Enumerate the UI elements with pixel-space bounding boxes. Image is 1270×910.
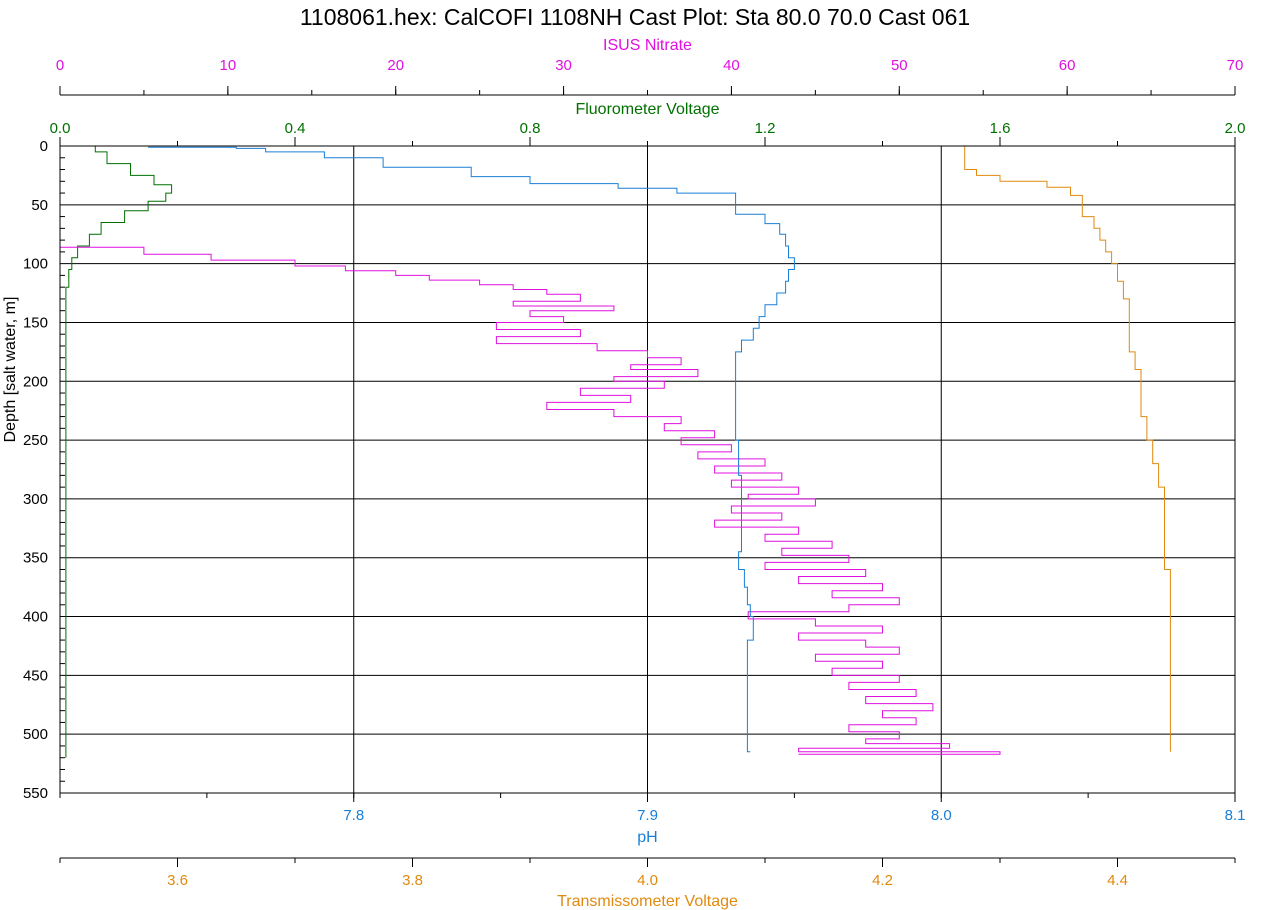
chart-title: 1108061.hex: CalCOFI 1108NH Cast Plot: S…: [300, 4, 970, 30]
nitrate-tick-label: 30: [555, 57, 572, 74]
ph-tick-label: 7.8: [343, 807, 364, 824]
nitrate-tick-label: 20: [387, 57, 404, 74]
nitrate-tick-label: 0: [56, 57, 64, 74]
fluor-tick-label: 0.8: [520, 120, 541, 137]
depth-tick-label: 350: [23, 550, 48, 567]
ph-axis-label: pH: [637, 829, 657, 846]
series-line-fluor: [65, 146, 173, 758]
depth-tick-label: 250: [23, 432, 48, 449]
fluor-tick-label: 1.2: [755, 120, 776, 137]
grid-lines: [59, 145, 1236, 794]
nitrate-tick-label: 10: [220, 57, 237, 74]
trans-tick-label: 4.0: [637, 872, 658, 889]
depth-tick-label: 550: [23, 785, 48, 802]
trans-tick-label: 4.4: [1107, 872, 1128, 889]
series-line-nitrate: [59, 240, 1001, 755]
nitrate-tick-label: 40: [723, 57, 740, 74]
fluor-tick-label: 2.0: [1225, 120, 1246, 137]
depth-axis-label: Depth [salt water, m]: [2, 297, 19, 443]
trans-tick-label: 3.6: [167, 872, 188, 889]
trans-tick-label: 3.8: [402, 872, 423, 889]
depth-tick-label: 300: [23, 491, 48, 508]
depth-tick-label: 400: [23, 609, 48, 626]
fluor-axis-label: Fluorometer Voltage: [575, 101, 719, 118]
nitrate-tick-label: 60: [1059, 57, 1076, 74]
trans-axis-label: Transmissometer Voltage: [557, 893, 738, 910]
depth-tick-label: 150: [23, 314, 48, 331]
depth-tick-label: 450: [23, 667, 48, 684]
ph-tick-label: 8.0: [931, 807, 952, 824]
depth-tick-label: 500: [23, 726, 48, 743]
ph-tick-label: 7.9: [637, 807, 658, 824]
depth-tick-label: 50: [31, 197, 48, 214]
depth-tick-label: 200: [23, 373, 48, 390]
depth-tick-label: 100: [23, 256, 48, 273]
trans-tick-label: 4.2: [872, 872, 893, 889]
nitrate-tick-label: 70: [1227, 57, 1244, 74]
fluor-tick-label: 1.6: [990, 120, 1011, 137]
nitrate-tick-label: 50: [891, 57, 908, 74]
ph-tick-label: 8.1: [1225, 807, 1246, 824]
series-group: [59, 146, 1171, 758]
fluor-tick-label: 0.0: [50, 120, 71, 137]
series-line-ph: [148, 146, 795, 753]
fluor-tick-label: 0.4: [285, 120, 306, 137]
nitrate-axis-label: ISUS Nitrate: [603, 37, 692, 54]
depth-tick-label: 0: [40, 138, 48, 155]
series-line-trans: [964, 146, 1171, 752]
